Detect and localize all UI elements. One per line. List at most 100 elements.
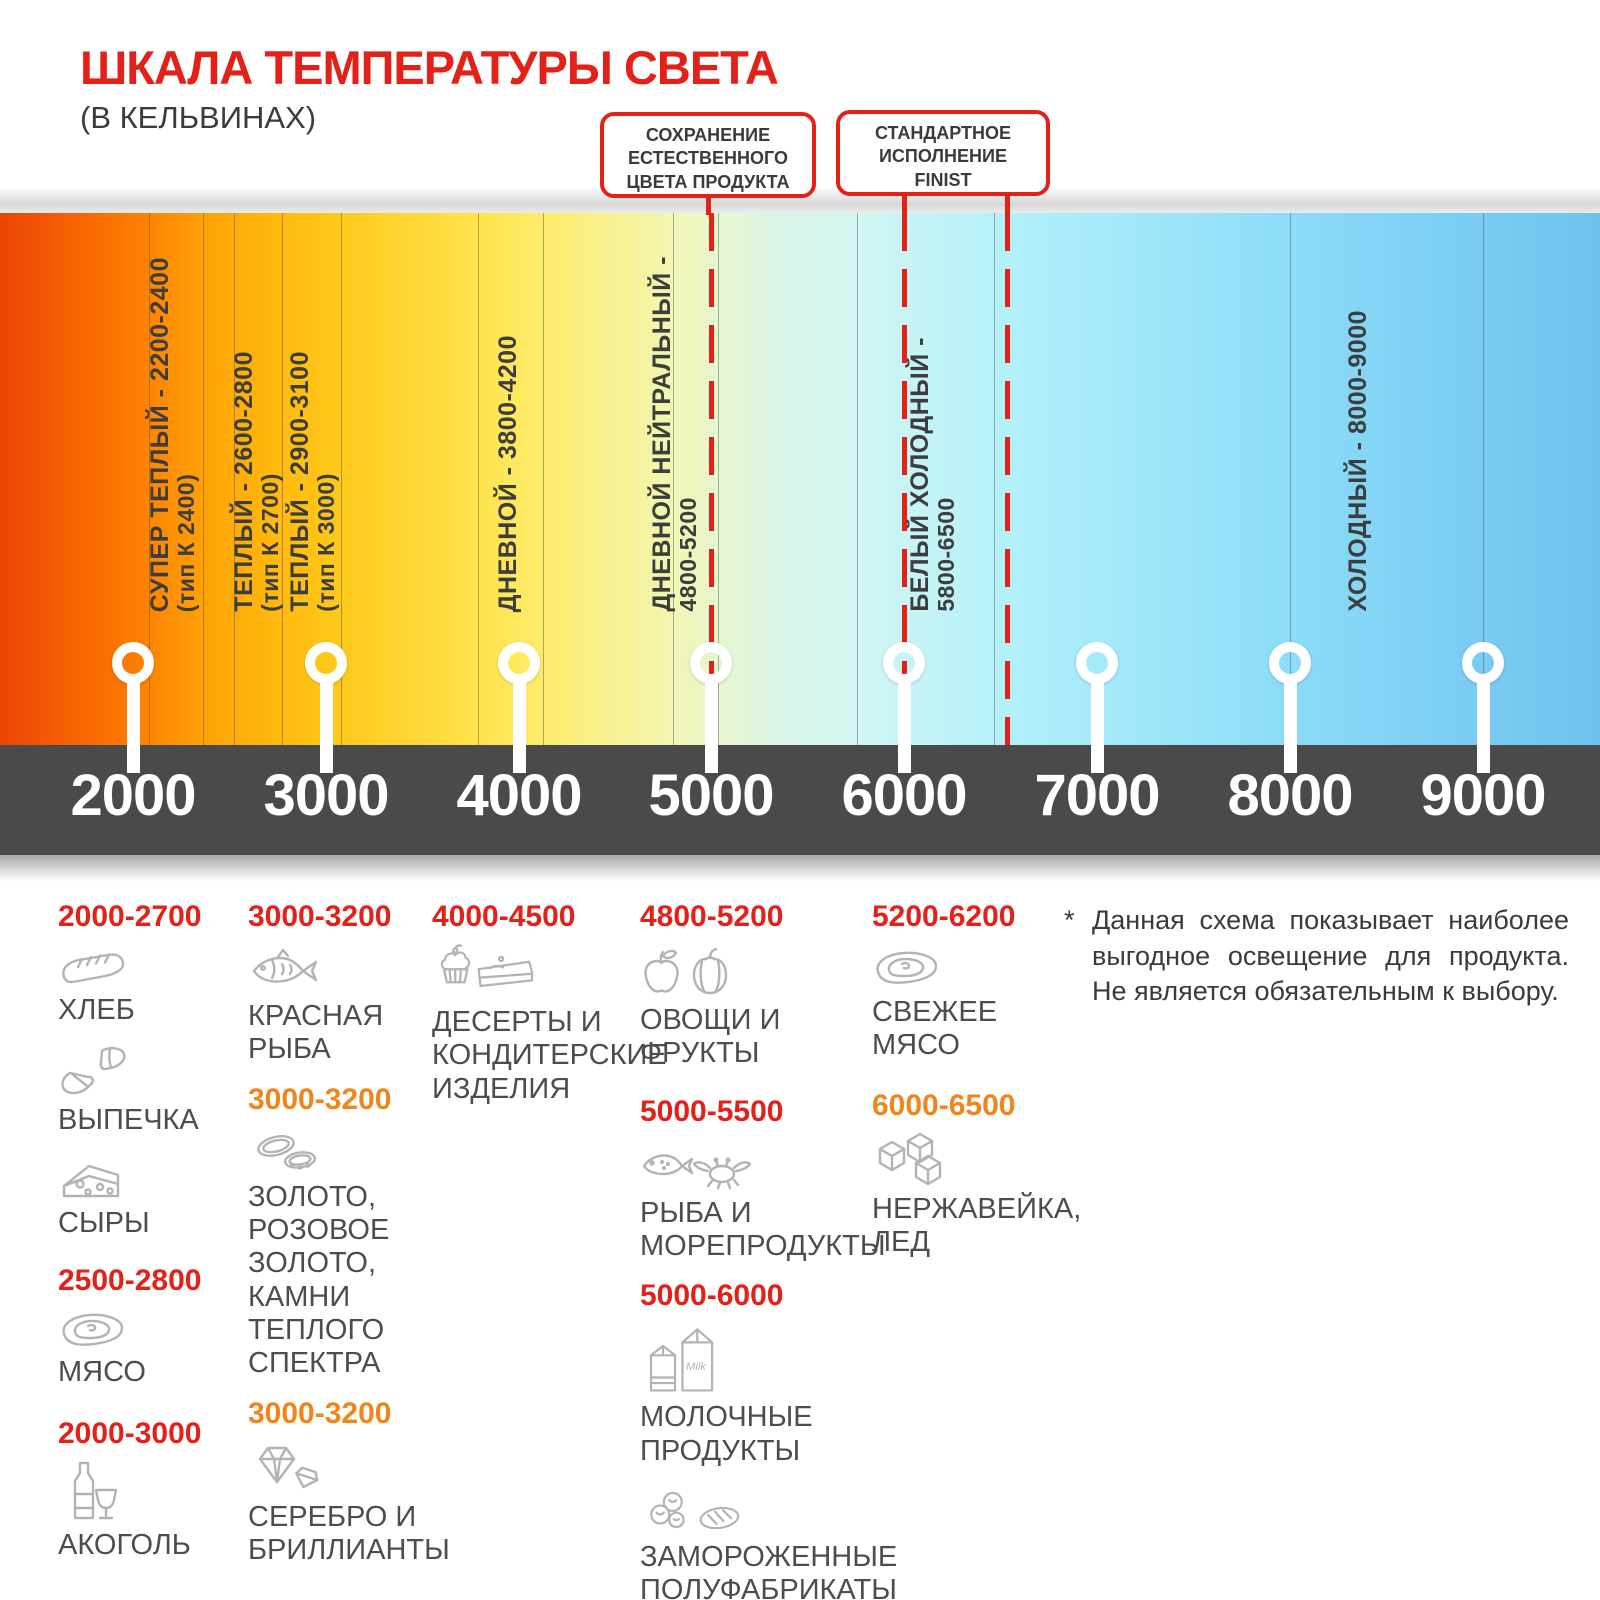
category-item: СВЕЖЕЕ МЯСО (872, 943, 1082, 1063)
category-item: ДЕСЕРТЫ И КОНДИТЕРСКИЕ ИЗДЕЛИЯ (432, 943, 667, 1106)
item-label: РЫБА И МОРЕПРОДУКТЫ (640, 1196, 886, 1263)
item-label: ОВОЩИ И ФРУКТЫ (640, 1004, 781, 1070)
axis-pin (1269, 642, 1311, 684)
category-column: 4800-5200 ОВОЩИ И ФРУКТЫ 5000-5500 (640, 900, 970, 1600)
zone-label: ХОЛОДНЫЙ - 8000-9000 (1344, 310, 1372, 612)
diamond-icon (258, 1446, 319, 1489)
cheese-icon (62, 1164, 120, 1197)
category-column: 4000-4500 ДЕСЕРТЫ И КОНДИТЕРСКИЕ ИЗДЕЛИЯ (432, 900, 667, 1122)
zone-boundary-line (1290, 213, 1291, 745)
zone-boundary-line (234, 213, 235, 745)
axis-pin-stem (1091, 681, 1104, 773)
callout-leg (902, 196, 907, 215)
axis-pin (690, 642, 732, 684)
category-item: КРАСНАЯ РЫБА (248, 943, 483, 1067)
callout-line: ЦВЕТА ПРОДУКТА (626, 171, 790, 192)
zone-boundary-line (994, 213, 995, 745)
axis-pin-stem (513, 681, 526, 773)
item-label: МОЛОЧНЫЕ ПРОДУКТЫ (640, 1401, 813, 1467)
category-item: ХЛЕБ (58, 943, 201, 1027)
item-label: СВЕЖЕЕ МЯСО (872, 996, 998, 1062)
axis-pin (883, 642, 925, 684)
callout-line: СОХРАНЕНИЕ (645, 125, 771, 145)
category-column: 5200-6200 СВЕЖЕЕ МЯСО 6000-6500 НЕРЖАВЕЙ… (872, 900, 1082, 1275)
vegetables-fruits-icon (644, 947, 728, 995)
zone-boundary-line (857, 213, 858, 745)
callout-leg (706, 198, 711, 215)
highlight-dashed-line (709, 213, 714, 745)
callout-line: ЕСТЕСТВЕННОГО (627, 148, 789, 169)
footnote: * Данная схема показывает наиболее выгод… (1064, 903, 1569, 1010)
category-item: НЕРЖАВЕЙКА, ЛЕД (872, 1132, 1082, 1260)
category-item: ОВОЩИ И ФРУКТЫ (640, 943, 970, 1071)
item-label: ДЕСЕРТЫ И КОНДИТЕРСКИЕ ИЗДЕЛИЯ (432, 1006, 667, 1105)
temperature-gradient-bar (0, 213, 1600, 745)
range-label: 5200-6200 (872, 900, 1016, 933)
item-label: КРАСНАЯ РЫБА (248, 1000, 384, 1066)
category-item: АКОГОЛЬ (58, 1460, 201, 1562)
page-subtitle: (В КЕЛЬВИНАХ) (80, 100, 317, 135)
callout-line: ИСПОЛНЕНИЕ (878, 146, 1007, 167)
item-label: СЫРЫ (58, 1206, 150, 1239)
item-label: НЕРЖАВЕЙКА, ЛЕД (872, 1192, 1082, 1259)
range-label: 4800-5200 (640, 900, 784, 933)
axis-tick-label: 4000 (456, 763, 582, 828)
callout-line: FINIST (914, 169, 972, 190)
svg-text:Milk: Milk (686, 1361, 707, 1373)
callout-leg (1005, 196, 1010, 215)
range-label: 2500-2800 (58, 1264, 202, 1298)
croissant-icon (61, 1047, 126, 1095)
category-item: РЫБА И МОРЕПРОДУКТЫ (640, 1138, 970, 1264)
item-label: МЯСО (58, 1356, 146, 1389)
callout-line: СТАНДАРТНОЕ (874, 123, 1011, 143)
page-title: ШКАЛА ТЕМПЕРАТУРЫ СВЕТА (80, 41, 779, 94)
range-label: 3000-3200 (248, 1082, 392, 1116)
zone-boundary-line (282, 213, 283, 745)
zone-label: СУПЕР ТЕПЛЫЙ - 2200-2400 (тип К 2400) (146, 256, 199, 612)
axis-tick-label: 8000 (1227, 763, 1353, 828)
range-label: 5000-5500 (640, 1094, 784, 1128)
axis-pin-stem (1477, 681, 1490, 773)
range-label: 4000-4500 (432, 900, 576, 933)
axis-pin-stem (320, 681, 333, 773)
axis-tick-label: 9000 (1420, 763, 1546, 828)
bread-icon (62, 953, 125, 984)
footnote-asterisk: * (1064, 905, 1075, 935)
alcohol-icon (73, 1462, 118, 1520)
axis-tick-label: 2000 (70, 763, 196, 828)
zone-boundary-line (203, 213, 204, 745)
item-label: ЗОЛОТО, РОЗОВОЕ ЗОЛОТО, КАМНИ ТЕПЛОГО СП… (248, 1180, 390, 1380)
axis-pin (305, 642, 347, 684)
category-item: СЫРЫ (58, 1154, 201, 1240)
axis-pin (498, 642, 540, 684)
zone-boundary-line (149, 213, 150, 745)
zone-boundary-line (341, 213, 342, 745)
zone-label: ДНЕВНОЙ - 3800-4200 (494, 334, 522, 612)
jewelry-rings-icon (257, 1134, 317, 1170)
callout-natural-color: СОХРАНЕНИЕ ЕСТЕСТВЕННОГО ЦВЕТА ПРОДУКТА (600, 112, 816, 198)
fish-icon (252, 948, 318, 983)
category-item: МЯСО (58, 1307, 201, 1389)
category-item: Milk МОЛОЧНЫЕ ПРОДУКТЫ (640, 1322, 970, 1468)
ice-cubes-icon (878, 1132, 942, 1185)
axis-tick-label: 3000 (263, 763, 389, 828)
highlight-dashed-line (1005, 213, 1010, 745)
axis-tick-label: 6000 (841, 763, 967, 828)
zone-boundary-line (543, 213, 544, 745)
item-label: ЗАМОРОЖЕННЫЕ ПОЛУФАБРИКАТЫ (640, 1541, 898, 1600)
range-label: 2000-3000 (58, 1417, 202, 1451)
axis-pin (1076, 642, 1118, 684)
fish-seafood-icon (642, 1153, 752, 1189)
milk-icon: Milk (649, 1328, 714, 1392)
range-label: 6000-6500 (872, 1088, 1016, 1122)
zone-boundary-line (478, 213, 479, 745)
category-item: ЗОЛОТО, РОЗОВОЕ ЗОЛОТО, КАМНИ ТЕПЛОГО СП… (248, 1126, 483, 1381)
axis-pin-stem (127, 681, 140, 773)
axis-bar (0, 745, 1600, 855)
zone-boundary-line (718, 213, 719, 745)
axis-pin (112, 642, 154, 684)
category-item: ЗАМОРОЖЕННЫЕ ПОЛУФАБРИКАТЫ (640, 1484, 970, 1600)
item-label: ВЫПЕЧКА (58, 1104, 199, 1137)
axis-pin (1462, 642, 1504, 684)
